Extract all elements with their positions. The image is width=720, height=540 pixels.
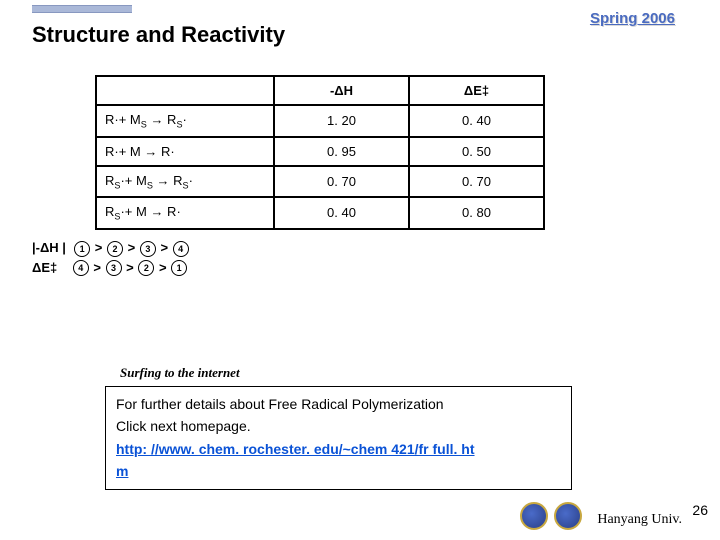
seal-icon <box>554 502 582 530</box>
header-blank <box>96 76 274 105</box>
ordering-prefix: ΔE‡ <box>32 260 57 275</box>
table-row: RS·+ M → R· 0. 40 0. 80 <box>96 197 544 229</box>
accent-bar <box>32 5 132 13</box>
circled-num: 1 <box>74 241 90 257</box>
surfing-heading: Surfing to the internet <box>120 365 240 381</box>
cell: 0. 50 <box>409 137 544 166</box>
row-label: RS·+ MS → RS· <box>96 166 274 198</box>
header-dE: ΔE‡ <box>409 76 544 105</box>
semester-label: Spring 2006 <box>590 10 675 27</box>
page-title: Structure and Reactivity <box>32 22 285 48</box>
reference-link[interactable]: http: //www. chem. rochester. edu/~chem … <box>116 438 476 483</box>
seal-icon <box>520 502 548 530</box>
cell: 0. 70 <box>274 166 409 198</box>
cell: 0. 95 <box>274 137 409 166</box>
cell: 0. 70 <box>409 166 544 198</box>
cell: 0. 40 <box>274 197 409 229</box>
ordering-prefix: |-ΔH | <box>32 240 66 255</box>
circled-num: 4 <box>73 260 89 276</box>
header-dH: -ΔH <box>274 76 409 105</box>
cell: 0. 80 <box>409 197 544 229</box>
row-label: R·+ M → R· <box>96 137 274 166</box>
table-row: RS·+ MS → RS· 0. 70 0. 70 <box>96 166 544 198</box>
circled-num: 3 <box>106 260 122 276</box>
ordering-text: |-ΔH | 1 > 2 > 3 > 4 ΔE‡ 4 > 3 > 2 > 1 <box>32 238 190 277</box>
circled-num: 2 <box>138 260 154 276</box>
info-line: Click next homepage. <box>116 415 561 437</box>
info-box: For further details about Free Radical P… <box>105 386 572 490</box>
cell: 0. 40 <box>409 105 544 137</box>
info-line: For further details about Free Radical P… <box>116 393 561 415</box>
circled-num: 1 <box>171 260 187 276</box>
cell: 1. 20 <box>274 105 409 137</box>
row-label: R·+ MS → RS· <box>96 105 274 137</box>
university-logo <box>518 502 582 530</box>
table-row: R·+ MS → RS· 1. 20 0. 40 <box>96 105 544 137</box>
circled-num: 4 <box>173 241 189 257</box>
circled-num: 2 <box>107 241 123 257</box>
slide-number: 26 <box>692 502 708 518</box>
table-row: R·+ M → R· 0. 95 0. 50 <box>96 137 544 166</box>
circled-num: 3 <box>140 241 156 257</box>
row-label: RS·+ M → R· <box>96 197 274 229</box>
university-name: Hanyang Univ. <box>597 512 682 528</box>
reactivity-table: -ΔH ΔE‡ R·+ MS → RS· 1. 20 0. 40 R·+ M →… <box>95 75 545 230</box>
